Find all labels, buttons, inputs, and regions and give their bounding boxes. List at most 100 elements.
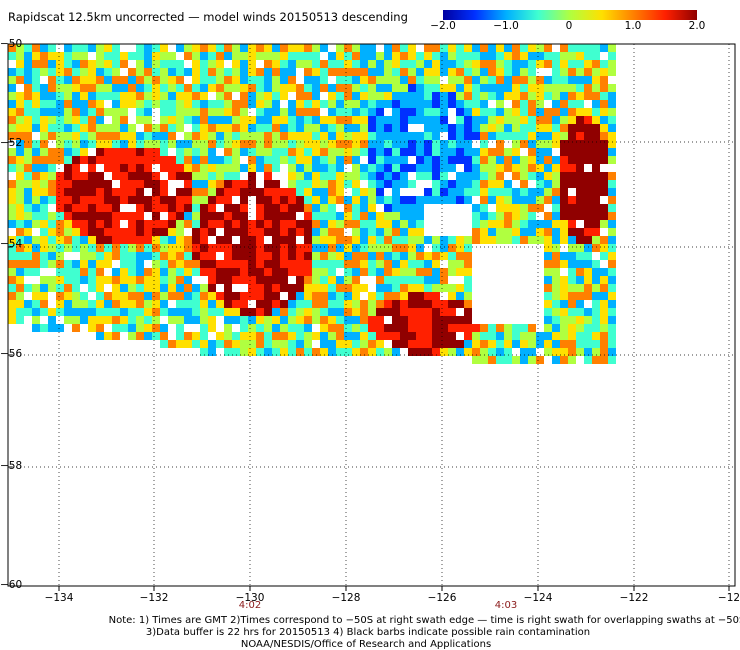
wind-cell [48, 284, 56, 292]
wind-cell [144, 108, 152, 116]
wind-cell [464, 68, 472, 76]
wind-cell [176, 156, 184, 164]
wind-cell [528, 196, 536, 204]
wind-cell [304, 332, 312, 340]
wind-cell [584, 92, 592, 100]
wind-cell [32, 236, 40, 244]
wind-cell [512, 196, 520, 204]
wind-cell [272, 100, 280, 108]
wind-cell [96, 124, 104, 132]
wind-cell [376, 180, 384, 188]
wind-cell [552, 220, 560, 228]
wind-cell [360, 60, 368, 68]
wind-cell [592, 116, 600, 124]
wind-cell [280, 268, 288, 276]
wind-cell [552, 260, 560, 268]
wind-cell [384, 100, 392, 108]
wind-cell [456, 292, 464, 300]
wind-cell [56, 292, 64, 300]
wind-cell [8, 284, 16, 292]
wind-cell [232, 124, 240, 132]
wind-cell [256, 84, 264, 92]
wind-cell [112, 44, 120, 52]
wind-cell [376, 332, 384, 340]
wind-cell [120, 252, 128, 260]
wind-cell [104, 316, 112, 324]
wind-cell [40, 324, 48, 332]
wind-cell [56, 252, 64, 260]
wind-cell [224, 172, 232, 180]
wind-cell [208, 60, 216, 68]
wind-cell [512, 84, 520, 92]
wind-cell [40, 164, 48, 172]
wind-cell [560, 188, 568, 196]
wind-cell [344, 172, 352, 180]
wind-cell [8, 276, 16, 284]
wind-cell [440, 276, 448, 284]
wind-cell [400, 308, 408, 316]
wind-cell [144, 44, 152, 52]
wind-cell [216, 188, 224, 196]
wind-cell [464, 100, 472, 108]
wind-cell [184, 212, 192, 220]
wind-cell [576, 92, 584, 100]
wind-cell [296, 268, 304, 276]
wind-cell [440, 300, 448, 308]
wind-cell [16, 44, 24, 52]
wind-cell [136, 244, 144, 252]
wind-cell [512, 116, 520, 124]
wind-cell [400, 220, 408, 228]
wind-cell [16, 156, 24, 164]
wind-cell [304, 316, 312, 324]
wind-cell [368, 68, 376, 76]
wind-cell [552, 212, 560, 220]
wind-cell [40, 228, 48, 236]
wind-cell [120, 164, 128, 172]
wind-cell [288, 252, 296, 260]
wind-cell [264, 132, 272, 140]
wind-cell [64, 228, 72, 236]
wind-cell [448, 164, 456, 172]
wind-cell [376, 292, 384, 300]
wind-cell [64, 164, 72, 172]
wind-cell [32, 300, 40, 308]
wind-cell [568, 92, 576, 100]
wind-cell [608, 148, 616, 156]
wind-cell [544, 52, 552, 60]
wind-cell [280, 324, 288, 332]
wind-cell [120, 228, 128, 236]
wind-cell [488, 212, 496, 220]
wind-cell [504, 212, 512, 220]
wind-cell [608, 204, 616, 212]
wind-cell [488, 68, 496, 76]
wind-cell [176, 84, 184, 92]
wind-cell [384, 236, 392, 244]
wind-cell [520, 188, 528, 196]
wind-cell [16, 284, 24, 292]
wind-cell [600, 124, 608, 132]
wind-cell [352, 60, 360, 68]
wind-cell [336, 292, 344, 300]
wind-cell [608, 60, 616, 68]
wind-cell [296, 316, 304, 324]
wind-cell [208, 156, 216, 164]
wind-cell [72, 268, 80, 276]
wind-cell [552, 356, 560, 364]
wind-cell [104, 220, 112, 228]
wind-cell [464, 236, 472, 244]
wind-cell [208, 140, 216, 148]
wind-cell [176, 148, 184, 156]
wind-cell [376, 316, 384, 324]
wind-cell [320, 68, 328, 76]
wind-cell [536, 108, 544, 116]
wind-cell [16, 148, 24, 156]
wind-cell [232, 180, 240, 188]
wind-cell [584, 124, 592, 132]
wind-cell [400, 156, 408, 164]
wind-cell [200, 348, 208, 356]
wind-cell [80, 108, 88, 116]
wind-cell [88, 260, 96, 268]
wind-cell [160, 116, 168, 124]
wind-cell [264, 164, 272, 172]
wind-cell [288, 116, 296, 124]
